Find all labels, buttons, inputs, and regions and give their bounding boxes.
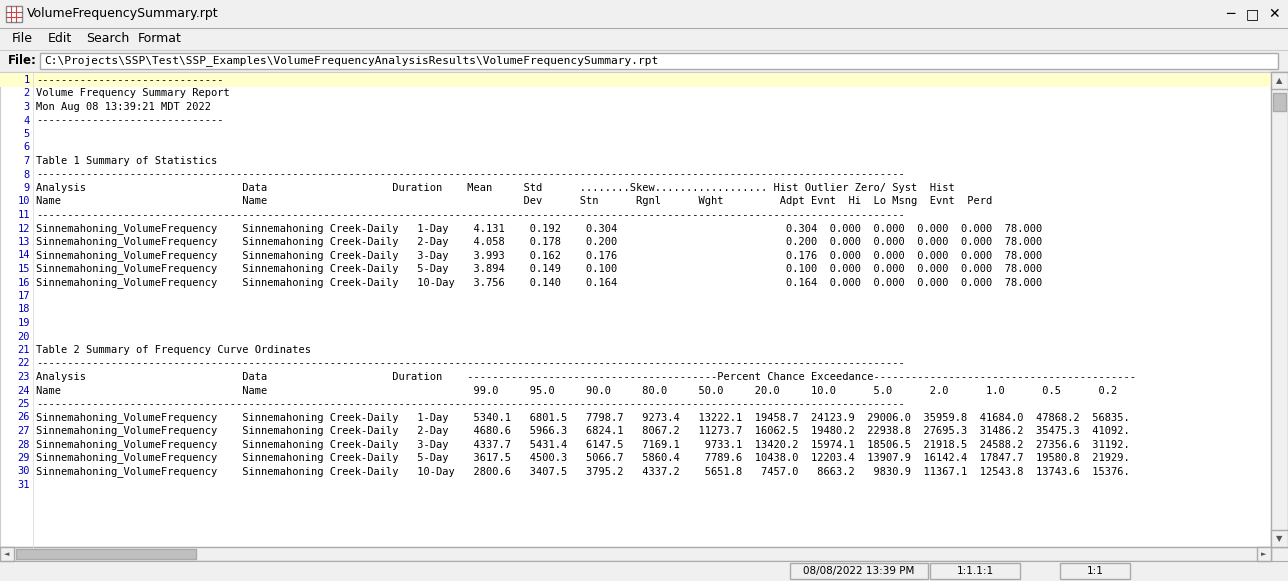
Text: Mon Aug 08 13:39:21 MDT 2022: Mon Aug 08 13:39:21 MDT 2022 <box>36 102 211 112</box>
Text: 22: 22 <box>18 358 30 368</box>
Text: 28: 28 <box>18 439 30 450</box>
Text: Sinnemahoning_VolumeFrequency    Sinnemahoning Creek-Daily   3-Day    4337.7   5: Sinnemahoning_VolumeFrequency Sinnemahon… <box>36 439 1130 450</box>
Bar <box>1273 93 1285 111</box>
Text: Sinnemahoning_VolumeFrequency    Sinnemahoning Creek-Daily   10-Day   2800.6   3: Sinnemahoning_VolumeFrequency Sinnemahon… <box>36 466 1130 477</box>
Bar <box>40 53 1278 69</box>
Text: Table 2 Summary of Frequency Curve Ordinates: Table 2 Summary of Frequency Curve Ordin… <box>36 345 310 355</box>
Text: 1: 1 <box>23 75 30 85</box>
Text: 26: 26 <box>18 413 30 422</box>
Text: Sinnemahoning_VolumeFrequency    Sinnemahoning Creek-Daily   2-Day    4680.6   5: Sinnemahoning_VolumeFrequency Sinnemahon… <box>36 425 1130 436</box>
Text: Sinnemahoning_VolumeFrequency    Sinnemahoning Creek-Daily   1-Day    4.131    0: Sinnemahoning_VolumeFrequency Sinnemahon… <box>36 223 1042 234</box>
Text: 19: 19 <box>18 318 30 328</box>
Text: Analysis                         Data                    Duration    -----------: Analysis Data Duration ----------- <box>36 372 1136 382</box>
Text: 30: 30 <box>18 467 30 476</box>
Text: File: File <box>12 33 33 45</box>
Text: 23: 23 <box>18 372 30 382</box>
Text: 6: 6 <box>23 142 30 152</box>
Text: 27: 27 <box>18 426 30 436</box>
Text: ▲: ▲ <box>1276 76 1283 85</box>
Text: ◄: ◄ <box>4 551 10 557</box>
Text: 1:1: 1:1 <box>1087 566 1104 576</box>
Bar <box>1271 530 1288 547</box>
Text: 25: 25 <box>18 399 30 409</box>
Text: Sinnemahoning_VolumeFrequency    Sinnemahoning Creek-Daily   2-Day    4.058    0: Sinnemahoning_VolumeFrequency Sinnemahon… <box>36 236 1042 248</box>
Text: 18: 18 <box>18 304 30 314</box>
Bar <box>0 28 1288 50</box>
Bar <box>0 72 1271 547</box>
Text: 1:1.1:1: 1:1.1:1 <box>957 566 993 576</box>
Text: 20: 20 <box>18 332 30 342</box>
Text: ------------------------------: ------------------------------ <box>36 75 224 85</box>
Text: ─: ─ <box>1226 7 1234 21</box>
Text: Search: Search <box>86 33 129 45</box>
Text: 7: 7 <box>23 156 30 166</box>
Bar <box>0 561 1288 581</box>
Text: 15: 15 <box>18 264 30 274</box>
Text: ►: ► <box>1261 551 1266 557</box>
Text: Sinnemahoning_VolumeFrequency    Sinnemahoning Creek-Daily   5-Day    3.894    0: Sinnemahoning_VolumeFrequency Sinnemahon… <box>36 264 1042 274</box>
Text: --------------------------------------------------------------------------------: ----------------------------------------… <box>36 210 904 220</box>
Bar <box>6 6 22 22</box>
Text: 29: 29 <box>18 453 30 463</box>
Bar <box>0 73 1271 87</box>
Bar <box>790 563 927 579</box>
Text: Sinnemahoning_VolumeFrequency    Sinnemahoning Creek-Daily   1-Day    5340.1   6: Sinnemahoning_VolumeFrequency Sinnemahon… <box>36 412 1130 423</box>
Text: 17: 17 <box>18 291 30 301</box>
Text: VolumeFrequencySummary.rpt: VolumeFrequencySummary.rpt <box>27 8 219 20</box>
Text: 24: 24 <box>18 386 30 396</box>
Text: 14: 14 <box>18 250 30 260</box>
Bar <box>930 563 1020 579</box>
Text: Name                             Name                                         De: Name Name De <box>36 196 992 206</box>
Text: 9: 9 <box>23 183 30 193</box>
Text: --------------------------------------------------------------------------------: ----------------------------------------… <box>36 399 904 409</box>
Text: --------------------------------------------------------------------------------: ----------------------------------------… <box>36 170 904 180</box>
Text: 5: 5 <box>23 129 30 139</box>
Text: 16: 16 <box>18 278 30 288</box>
Text: ▼: ▼ <box>1276 534 1283 543</box>
Text: □: □ <box>1245 7 1258 21</box>
Text: 10: 10 <box>18 196 30 206</box>
Text: File:: File: <box>8 55 37 67</box>
Text: 11: 11 <box>18 210 30 220</box>
Text: 4: 4 <box>23 116 30 125</box>
Bar <box>1257 547 1271 561</box>
Text: 12: 12 <box>18 224 30 234</box>
Text: 3: 3 <box>23 102 30 112</box>
Bar <box>0 547 1271 561</box>
Text: 31: 31 <box>18 480 30 490</box>
Text: Volume Frequency Summary Report: Volume Frequency Summary Report <box>36 88 229 99</box>
Text: Sinnemahoning_VolumeFrequency    Sinnemahoning Creek-Daily   3-Day    3.993    0: Sinnemahoning_VolumeFrequency Sinnemahon… <box>36 250 1042 261</box>
Bar <box>15 549 196 559</box>
Text: Table 1 Summary of Statistics: Table 1 Summary of Statistics <box>36 156 218 166</box>
Text: Sinnemahoning_VolumeFrequency    Sinnemahoning Creek-Daily   10-Day   3.756    0: Sinnemahoning_VolumeFrequency Sinnemahon… <box>36 277 1042 288</box>
Bar <box>1060 563 1130 579</box>
Text: C:\Projects\SSP\Test\SSP_Examples\VolumeFrequencyAnalysisResults\VolumeFrequency: C:\Projects\SSP\Test\SSP_Examples\Volume… <box>44 56 658 66</box>
Bar <box>1271 72 1288 547</box>
Bar <box>0 50 1288 72</box>
Text: Edit: Edit <box>48 33 72 45</box>
Text: 21: 21 <box>18 345 30 355</box>
Text: ✕: ✕ <box>1269 7 1280 21</box>
Bar <box>0 0 1288 28</box>
Text: 8: 8 <box>23 170 30 180</box>
Text: Sinnemahoning_VolumeFrequency    Sinnemahoning Creek-Daily   5-Day    3617.5   4: Sinnemahoning_VolumeFrequency Sinnemahon… <box>36 453 1130 464</box>
Text: 08/08/2022 13:39 PM: 08/08/2022 13:39 PM <box>804 566 914 576</box>
Text: Name                             Name                                 99.0     9: Name Name 99.0 9 <box>36 386 1117 396</box>
Text: Format: Format <box>138 33 182 45</box>
Bar <box>0 547 14 561</box>
Bar <box>1271 72 1288 89</box>
Text: ------------------------------: ------------------------------ <box>36 116 224 125</box>
Text: 13: 13 <box>18 237 30 247</box>
Text: Analysis                         Data                    Duration    Mean     St: Analysis Data Duration Mean St <box>36 183 954 193</box>
Text: --------------------------------------------------------------------------------: ----------------------------------------… <box>36 358 904 368</box>
Text: 2: 2 <box>23 88 30 99</box>
